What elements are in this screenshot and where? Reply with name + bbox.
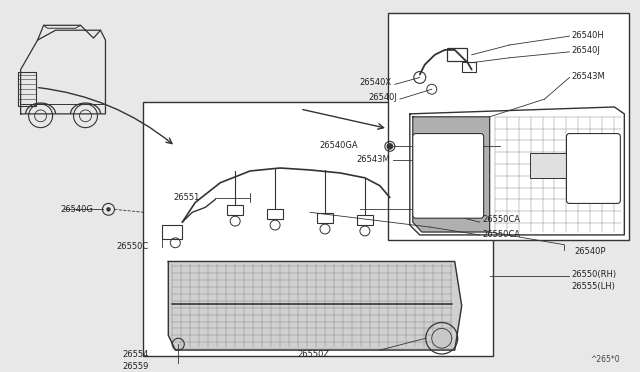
FancyBboxPatch shape bbox=[413, 134, 484, 218]
Text: 26551: 26551 bbox=[174, 193, 200, 202]
Bar bbox=[388, 13, 629, 240]
Bar bbox=[18, 71, 36, 106]
Text: 26550C: 26550C bbox=[116, 242, 148, 251]
Bar bbox=[461, 62, 476, 71]
Bar bbox=[163, 225, 182, 239]
Text: 26555(LH): 26555(LH) bbox=[572, 282, 615, 291]
Text: 26550(RH): 26550(RH) bbox=[572, 270, 616, 279]
Bar bbox=[357, 215, 373, 225]
Text: 26543M: 26543M bbox=[356, 155, 390, 164]
Circle shape bbox=[387, 143, 393, 149]
Text: 26550CA: 26550CA bbox=[483, 230, 521, 240]
Text: 26540H: 26540H bbox=[572, 31, 604, 40]
Text: ^265*0: ^265*0 bbox=[589, 355, 620, 365]
Text: 26543M: 26543M bbox=[572, 72, 605, 81]
Bar bbox=[447, 48, 467, 61]
Circle shape bbox=[432, 328, 452, 348]
Text: 26540J: 26540J bbox=[368, 93, 397, 102]
Text: 26540J: 26540J bbox=[572, 46, 600, 55]
Bar bbox=[317, 213, 333, 223]
FancyBboxPatch shape bbox=[566, 134, 620, 203]
Text: 26550CA: 26550CA bbox=[483, 215, 521, 224]
Polygon shape bbox=[168, 262, 461, 350]
Text: 26550Z: 26550Z bbox=[298, 350, 330, 359]
Text: 26554: 26554 bbox=[122, 350, 148, 359]
Bar bbox=[529, 153, 584, 178]
Text: 26540GA: 26540GA bbox=[319, 141, 358, 150]
Bar bbox=[143, 102, 493, 356]
Text: 26540G: 26540G bbox=[61, 205, 93, 214]
Text: 300ZX: 300ZX bbox=[541, 161, 572, 170]
Polygon shape bbox=[413, 117, 490, 232]
Circle shape bbox=[106, 207, 111, 211]
Text: 26540P: 26540P bbox=[575, 247, 606, 256]
Text: 26559: 26559 bbox=[122, 362, 148, 371]
Bar bbox=[227, 205, 243, 215]
Text: 26540X: 26540X bbox=[360, 78, 392, 87]
Bar bbox=[267, 209, 283, 219]
Polygon shape bbox=[410, 107, 625, 235]
